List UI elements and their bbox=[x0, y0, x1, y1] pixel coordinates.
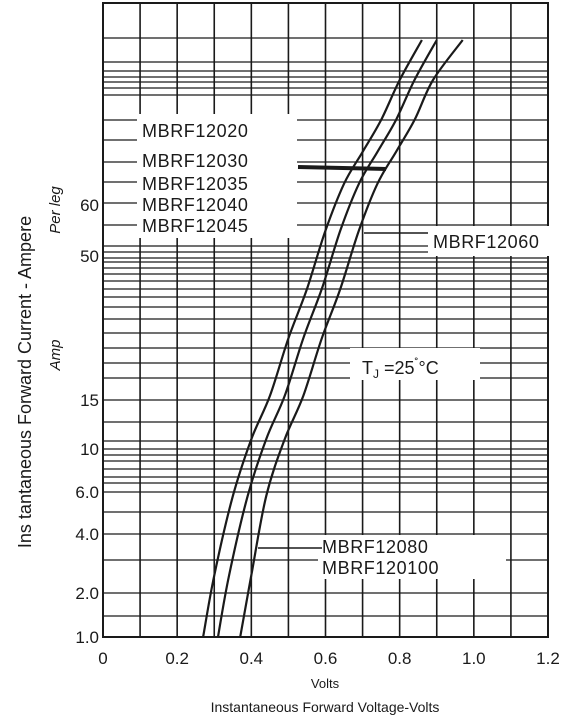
label-mbrf12045: MBRF12045 bbox=[142, 216, 248, 236]
annotation-box bbox=[350, 348, 480, 380]
x-tick-labels: 0 0.2 0.4 0.6 0.8 1.0 1.2 bbox=[98, 649, 560, 668]
plot-frame bbox=[102, 2, 549, 638]
y-tick-label: 15 bbox=[80, 391, 99, 410]
label-mbrf120100: MBRF120100 bbox=[322, 558, 439, 578]
grid bbox=[102, 2, 549, 638]
label-mbrf12080: MBRF12080 bbox=[322, 537, 428, 557]
x-axis-title: Instantaneous Forward Voltage-Volts bbox=[211, 699, 440, 715]
y-tick-label: 60 bbox=[80, 196, 99, 215]
label-box-group2 bbox=[428, 226, 576, 256]
label-mbrf12035: MBRF12035 bbox=[142, 174, 248, 194]
y-tick-label: 6.0 bbox=[75, 483, 99, 502]
series-line-3 bbox=[239, 39, 464, 638]
label-mbrf12060: MBRF12060 bbox=[433, 232, 539, 252]
x-axis-unit: Volts bbox=[311, 676, 340, 691]
x-tick-label: 1.2 bbox=[536, 649, 560, 668]
y-tick-label: 10 bbox=[80, 440, 99, 459]
x-tick-label: 0.2 bbox=[165, 649, 189, 668]
label-mbrf12020: MBRF12020 bbox=[142, 121, 248, 141]
series-line-1 bbox=[202, 39, 423, 638]
x-tick-label: 0.8 bbox=[388, 649, 412, 668]
y-tick-label: 4.0 bbox=[75, 525, 99, 544]
x-tick-label: 1.0 bbox=[462, 649, 486, 668]
y-axis-sub-per-leg: Per leg bbox=[47, 186, 64, 234]
series-line-2 bbox=[216, 39, 438, 638]
label-mbrf12040: MBRF12040 bbox=[142, 195, 248, 215]
label-box-group3 bbox=[318, 535, 506, 579]
label-mbrf12030: MBRF12030 bbox=[142, 151, 248, 171]
x-tick-label: 0 bbox=[98, 649, 107, 668]
x-tick-label: 0.4 bbox=[240, 649, 264, 668]
leader-group1 bbox=[297, 165, 387, 171]
y-tick-labels: 1.0 2.0 4.0 6.0 10 15 50 60 bbox=[75, 196, 99, 647]
x-tick-label: 0.6 bbox=[314, 649, 338, 668]
annotation-tj: TJ =25˚°C bbox=[362, 356, 439, 381]
curves bbox=[202, 39, 464, 638]
label-box-group1 bbox=[137, 114, 297, 238]
y-tick-label: 1.0 bbox=[75, 628, 99, 647]
y-tick-label: 2.0 bbox=[75, 584, 99, 603]
y-axis-title: Ins tantaneous Forward Current - Ampere bbox=[15, 216, 35, 548]
y-axis-sub-amp: Amp bbox=[47, 340, 64, 372]
y-tick-label: 50 bbox=[80, 247, 99, 266]
